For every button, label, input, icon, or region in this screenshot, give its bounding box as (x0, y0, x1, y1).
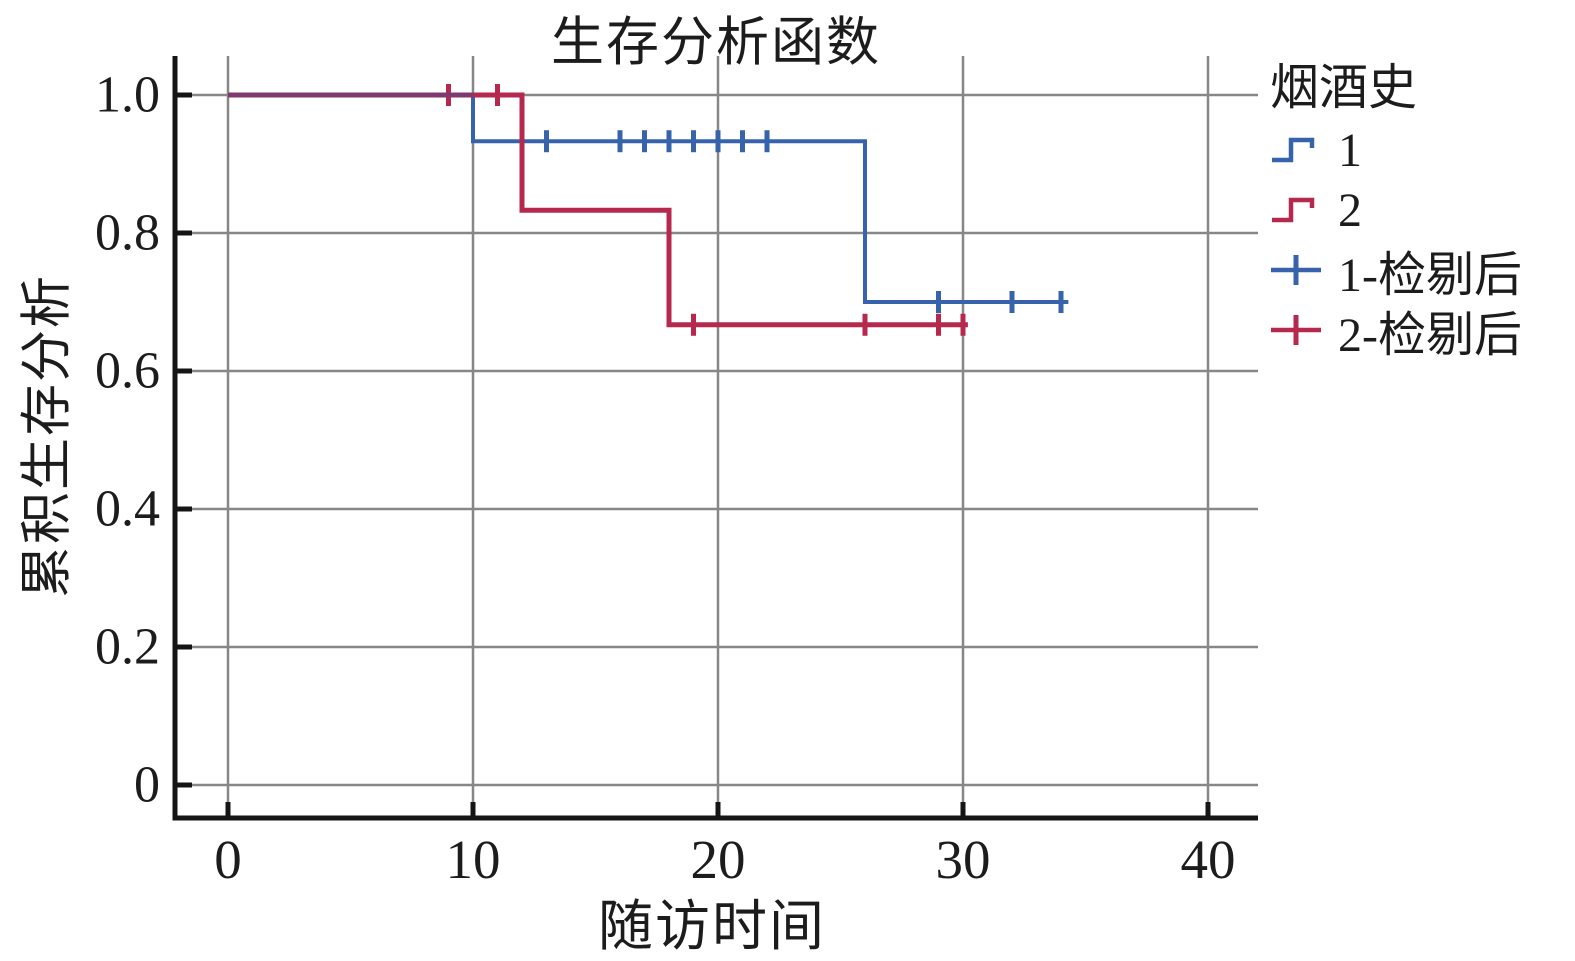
survival-curve-2 (228, 92, 968, 328)
x-tick-label: 10 (446, 829, 501, 890)
tick-labels: 1.0 0.8 0.6 0.4 0.2 00 10 20 30 40 (95, 67, 1236, 891)
chart-title: 生存分析函数 (551, 14, 881, 72)
y-tick-label: 0 (134, 757, 160, 814)
y-tick-label: 0.6 (95, 343, 160, 400)
x-axis-title: 随访时间 (597, 896, 827, 957)
legend-item-label: 2-检剔后 (1338, 309, 1522, 362)
legend-item-label: 2 (1338, 183, 1362, 237)
y-tick-label: 0.4 (95, 481, 160, 538)
legend-item-1: 1 (1270, 120, 1522, 180)
legend-item-1-检剔后: 1-检剔后 (1270, 240, 1522, 302)
legend-items: 1 2 1-检剔后 2-检剔后 (1270, 120, 1522, 362)
legend-item-2: 2 (1270, 180, 1522, 240)
legend-item-label: 1-检剔后 (1338, 249, 1522, 302)
censor-marks-1 (519, 130, 1064, 313)
x-tick-label: 0 (214, 829, 242, 890)
x-tick-label: 20 (691, 829, 746, 890)
axes (172, 56, 1258, 821)
legend-title: 烟酒史 (1270, 60, 1418, 115)
y-tick-label: 0.8 (95, 205, 160, 262)
survival-curve-1 (228, 93, 1069, 304)
y-axis-title: 累积生存分析 (19, 273, 77, 599)
gridlines (175, 56, 1258, 818)
x-tick-label: 30 (936, 829, 991, 890)
y-tick-label: 0.2 (95, 619, 160, 676)
y-tick-label: 1.0 (95, 67, 160, 124)
legend-item-label: 1 (1338, 123, 1362, 177)
legend-item-2-检剔后: 2-检剔后 (1270, 300, 1522, 362)
legend: 烟酒史 1 2 1-检剔后 2-检剔后 (1270, 60, 1522, 362)
x-tick-label: 40 (1181, 829, 1236, 890)
censor-plus-icon (1271, 255, 1321, 285)
step-line-icon (1272, 137, 1315, 163)
censor-plus-icon (1271, 315, 1321, 345)
step-line-icon (1272, 197, 1315, 223)
